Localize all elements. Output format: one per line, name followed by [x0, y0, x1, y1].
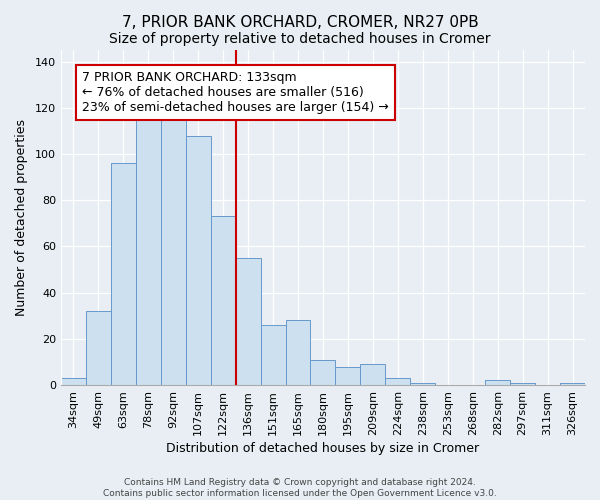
Text: 7 PRIOR BANK ORCHARD: 133sqm
← 76% of detached houses are smaller (516)
23% of s: 7 PRIOR BANK ORCHARD: 133sqm ← 76% of de…	[82, 71, 389, 114]
Bar	[510, 383, 535, 385]
Bar	[385, 378, 410, 385]
Bar	[61, 378, 86, 385]
Bar	[260, 325, 286, 385]
Bar	[560, 383, 585, 385]
Bar	[161, 80, 186, 385]
Bar	[335, 366, 361, 385]
Bar	[186, 136, 211, 385]
Bar	[236, 258, 260, 385]
Text: Contains HM Land Registry data © Crown copyright and database right 2024.
Contai: Contains HM Land Registry data © Crown c…	[103, 478, 497, 498]
Text: Size of property relative to detached houses in Cromer: Size of property relative to detached ho…	[109, 32, 491, 46]
Text: 7, PRIOR BANK ORCHARD, CROMER, NR27 0PB: 7, PRIOR BANK ORCHARD, CROMER, NR27 0PB	[122, 15, 478, 30]
X-axis label: Distribution of detached houses by size in Cromer: Distribution of detached houses by size …	[166, 442, 479, 455]
Bar	[136, 80, 161, 385]
Y-axis label: Number of detached properties: Number of detached properties	[15, 119, 28, 316]
Bar	[86, 311, 111, 385]
Bar	[361, 364, 385, 385]
Bar	[485, 380, 510, 385]
Bar	[111, 163, 136, 385]
Bar	[286, 320, 310, 385]
Bar	[410, 383, 435, 385]
Bar	[211, 216, 236, 385]
Bar	[310, 360, 335, 385]
